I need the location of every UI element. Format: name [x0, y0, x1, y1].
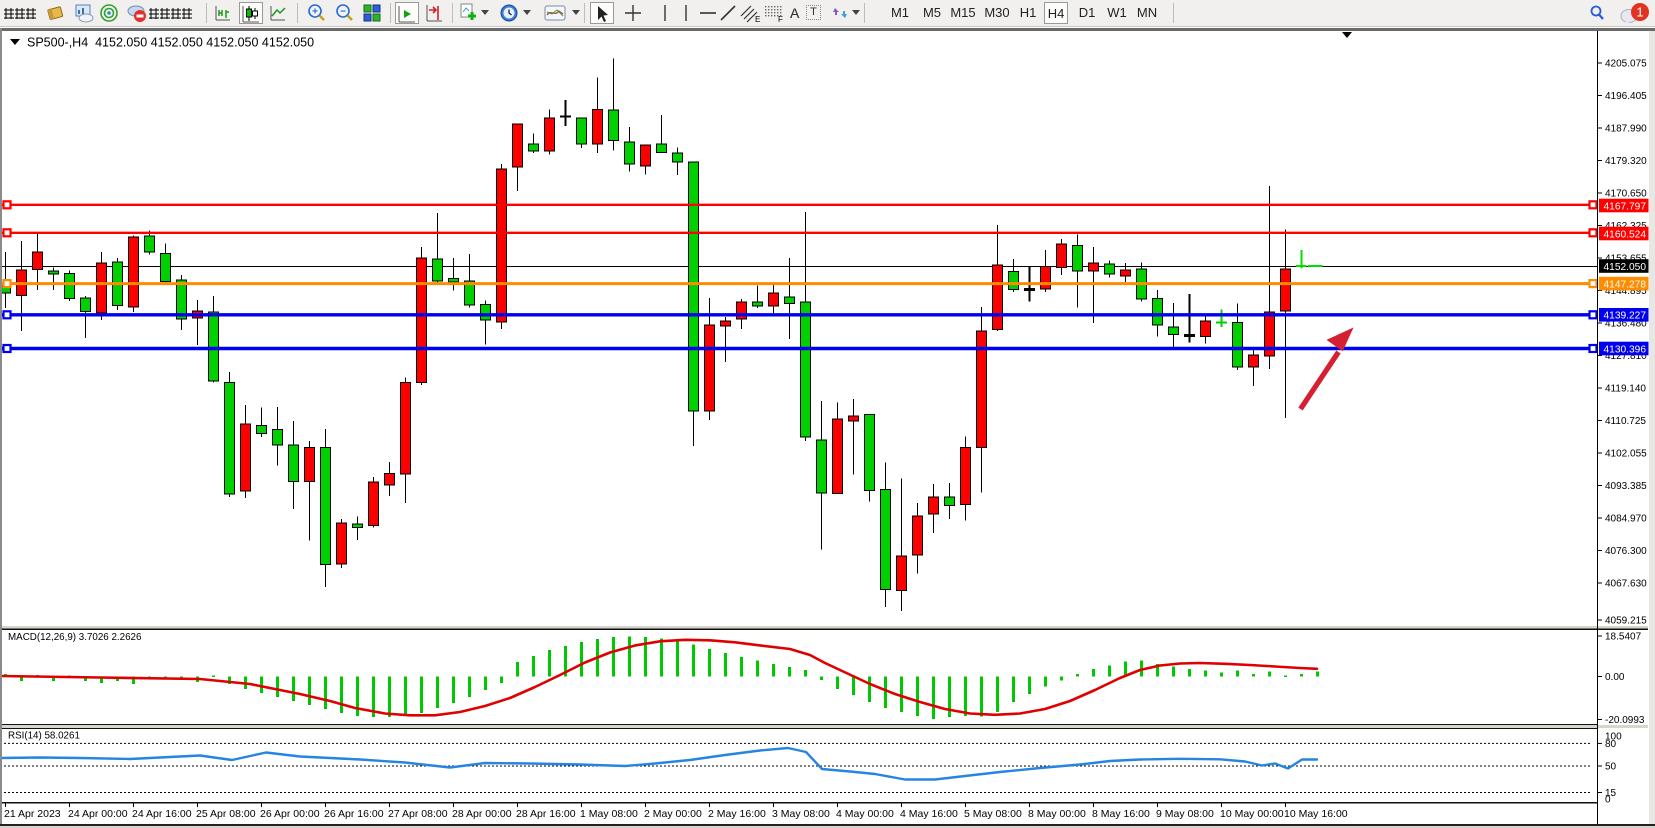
svg-text:4147.278: 4147.278	[1604, 279, 1647, 290]
svg-text:80: 80	[1605, 739, 1617, 750]
svg-text:8 May 16:00: 8 May 16:00	[1092, 808, 1150, 820]
svg-text:4093.385: 4093.385	[1605, 481, 1647, 492]
svg-text:26 Apr 00:00: 26 Apr 00:00	[260, 808, 320, 820]
svg-text:21 Apr 2023: 21 Apr 2023	[4, 808, 61, 820]
svg-text:4144.895: 4144.895	[1605, 286, 1647, 297]
svg-text:3 May 08:00: 3 May 08:00	[772, 808, 830, 820]
svg-text:RSI(14) 58.0261: RSI(14) 58.0261	[8, 731, 80, 742]
svg-text:18.5407: 18.5407	[1605, 632, 1642, 643]
svg-text:4139.227: 4139.227	[1604, 311, 1647, 322]
svg-text:4059.215: 4059.215	[1605, 616, 1647, 627]
svg-text:1 May 08:00: 1 May 08:00	[580, 808, 638, 820]
svg-text:26 Apr 16:00: 26 Apr 16:00	[324, 808, 384, 820]
svg-text:2 May 00:00: 2 May 00:00	[644, 808, 702, 820]
svg-text:50: 50	[1605, 762, 1617, 773]
svg-text:100: 100	[1605, 732, 1622, 743]
svg-text:24 Apr 16:00: 24 Apr 16:00	[132, 808, 192, 820]
svg-text:4 May 16:00: 4 May 16:00	[900, 808, 958, 820]
svg-text:4196.405: 4196.405	[1605, 91, 1647, 102]
svg-text:4 May 00:00: 4 May 00:00	[836, 808, 894, 820]
svg-text:4102.055: 4102.055	[1605, 449, 1647, 460]
svg-text:27 Apr 08:00: 27 Apr 08:00	[388, 808, 448, 820]
svg-text:4130.396: 4130.396	[1604, 344, 1647, 355]
svg-text:24 Apr 00:00: 24 Apr 00:00	[68, 808, 128, 820]
svg-text:4110.725: 4110.725	[1605, 416, 1646, 427]
svg-text:4136.480: 4136.480	[1605, 319, 1647, 330]
svg-text:8 May 00:00: 8 May 00:00	[1028, 808, 1086, 820]
svg-text:0: 0	[1605, 795, 1611, 806]
svg-text:4170.650: 4170.650	[1605, 189, 1647, 200]
svg-text:4127.810: 4127.810	[1605, 351, 1647, 362]
svg-text:4162.325: 4162.325	[1605, 221, 1647, 232]
svg-text:-20.0993: -20.0993	[1605, 715, 1645, 726]
svg-text:15: 15	[1605, 788, 1617, 799]
svg-text:MACD(12,26,9) 3.7026 2.2626: MACD(12,26,9) 3.7026 2.2626	[8, 632, 142, 643]
svg-text:1: 1	[1636, 5, 1643, 20]
svg-text:4167.797: 4167.797	[1604, 201, 1647, 212]
svg-text:4160.524: 4160.524	[1604, 229, 1647, 240]
svg-text:10 May 16:00: 10 May 16:00	[1284, 808, 1348, 820]
svg-text:4119.140: 4119.140	[1605, 384, 1646, 395]
svg-text:4152.050: 4152.050	[1604, 262, 1647, 273]
svg-text:2 May 16:00: 2 May 16:00	[708, 808, 766, 820]
svg-text:28 Apr 00:00: 28 Apr 00:00	[452, 808, 512, 820]
svg-text:4067.630: 4067.630	[1605, 579, 1647, 590]
svg-text:9 May 08:00: 9 May 08:00	[1156, 808, 1214, 820]
svg-text:4187.990: 4187.990	[1605, 124, 1647, 135]
svg-text:−: −	[340, 7, 346, 18]
svg-text:25 Apr 08:00: 25 Apr 08:00	[196, 808, 256, 820]
svg-text:SP500-,H4 4152.050 4152.050 4: SP500-,H4 4152.050 4152.050 4152.050 415…	[27, 36, 314, 50]
svg-text:5 May 08:00: 5 May 08:00	[964, 808, 1022, 820]
svg-text:10 May 00:00: 10 May 00:00	[1220, 808, 1284, 820]
svg-text:4084.970: 4084.970	[1605, 514, 1647, 525]
svg-text:28 Apr 16:00: 28 Apr 16:00	[516, 808, 576, 820]
svg-text:4153.655: 4153.655	[1605, 254, 1647, 265]
svg-text:0.00: 0.00	[1605, 672, 1625, 683]
svg-text:+: +	[312, 7, 318, 18]
svg-text:4205.075: 4205.075	[1605, 59, 1647, 70]
svg-text:E: E	[755, 15, 760, 24]
svg-text:4076.300: 4076.300	[1605, 546, 1647, 557]
svg-text:F: F	[778, 15, 783, 24]
svg-text:4179.320: 4179.320	[1605, 156, 1647, 167]
